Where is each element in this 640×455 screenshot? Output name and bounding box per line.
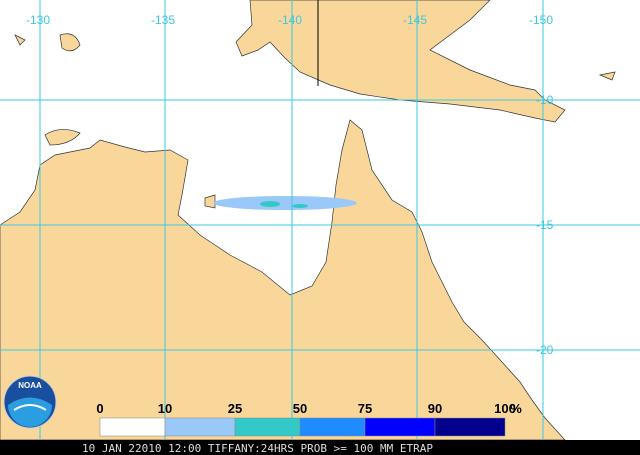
latitude-label: -15 <box>536 218 554 232</box>
longitude-label: -130 <box>26 13 50 27</box>
longitude-label: -150 <box>529 13 553 27</box>
precip-area <box>213 196 357 210</box>
legend-swatch <box>99 417 166 437</box>
legend-swatch <box>164 417 236 437</box>
legend-tick: 0 <box>96 401 103 416</box>
legend-swatch <box>434 417 506 437</box>
legend-swatch <box>364 417 436 437</box>
legend-swatch <box>299 417 366 437</box>
longitude-label: -140 <box>278 13 302 27</box>
land <box>44 129 81 146</box>
legend-tick: 100 <box>494 401 516 416</box>
logo: NOAA <box>3 375 57 429</box>
land <box>598 71 616 81</box>
longitude-label: -145 <box>403 13 427 27</box>
legend-tick: 90 <box>428 401 442 416</box>
land <box>14 34 26 46</box>
latitude-label: -20 <box>536 343 554 357</box>
legend-tick: 75 <box>358 401 372 416</box>
land <box>204 194 216 209</box>
longitude-label: -135 <box>151 13 175 27</box>
legend-unit: % <box>510 401 522 416</box>
legend-tick: 25 <box>228 401 242 416</box>
caption: 10 JAN 22010 12:00 TIFFANY:24HRS PROB >=… <box>82 442 433 455</box>
caption-bar <box>0 440 640 455</box>
land <box>59 33 81 52</box>
precip-area <box>292 204 308 208</box>
logo-text: NOAA <box>18 381 42 390</box>
legend-tick: 10 <box>158 401 172 416</box>
legend-tick: 50 <box>293 401 307 416</box>
legend-swatch <box>234 417 301 437</box>
latitude-label: -10 <box>536 93 554 107</box>
precip-area <box>260 201 280 207</box>
